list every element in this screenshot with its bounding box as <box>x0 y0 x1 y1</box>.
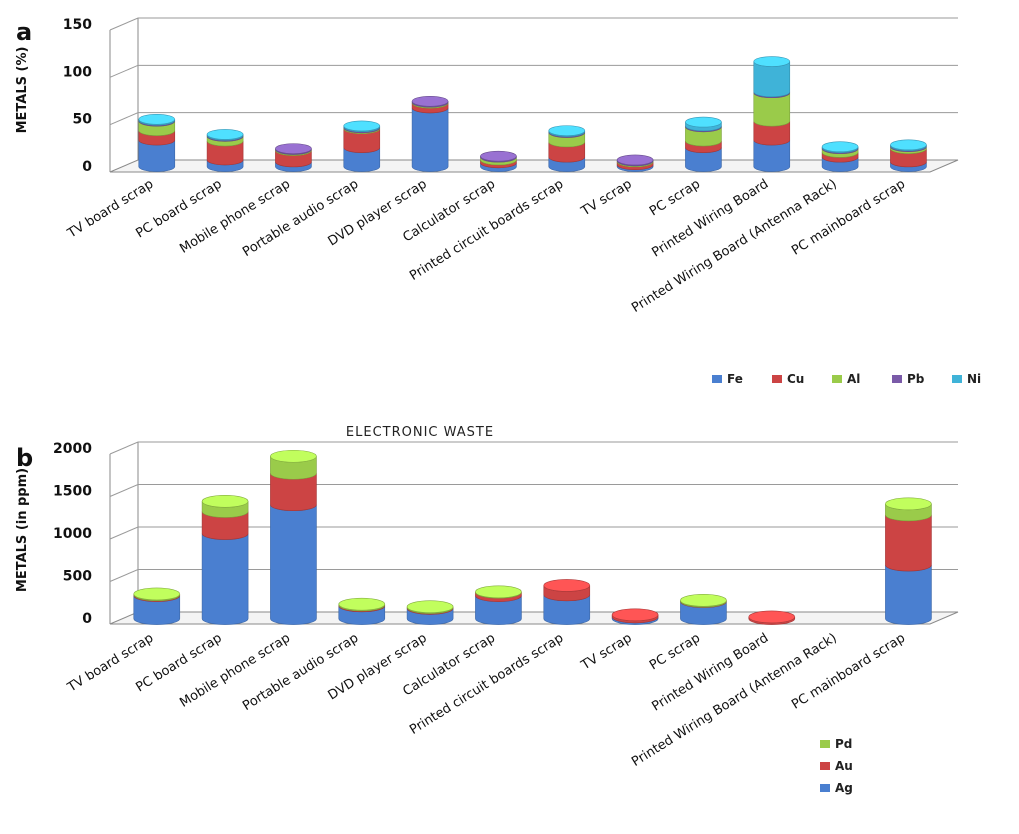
bar-top-cap <box>138 113 176 125</box>
bar-segment-fe <box>411 107 449 172</box>
legend-swatch <box>892 375 902 383</box>
chart-floor <box>109 611 959 625</box>
bar-top-cap <box>406 600 454 614</box>
y-tick-label: 0 <box>82 159 92 175</box>
panel-label-a: a <box>16 18 32 46</box>
legend-swatch <box>772 375 782 383</box>
gridline <box>109 441 958 455</box>
bar-top-cap <box>133 587 181 601</box>
y-axis-label-a: METALS (%) <box>15 47 30 134</box>
gridline <box>109 526 958 540</box>
x-tick-label: Mobile phone scrap <box>177 631 293 711</box>
legend-swatch <box>820 762 830 770</box>
legend-swatch <box>820 784 830 792</box>
bar-top-cap <box>890 139 927 151</box>
x-tick-label: PC mainboard scrap <box>789 177 908 259</box>
chart-floor <box>109 159 959 173</box>
bar-top-cap <box>680 594 727 607</box>
bar-top-cap <box>616 154 654 166</box>
bar-top-cap <box>821 141 859 153</box>
x-tick-label: Mobile phone scrap <box>177 177 293 257</box>
bar-top-cap <box>543 579 591 592</box>
gridline <box>109 17 958 31</box>
bar-top-cap <box>480 150 517 162</box>
x-tick-label: PC mainboard scrap <box>789 631 908 713</box>
legend-label: Cu <box>787 372 804 386</box>
bar-top-cap <box>685 116 722 128</box>
legend-label: Al <box>847 372 860 386</box>
gridline <box>109 64 958 78</box>
y-tick-label: 150 <box>63 17 92 33</box>
panel-label-b: b <box>16 444 33 472</box>
gridline <box>109 112 958 126</box>
x-tick-label: Portable audio scrap <box>240 631 361 714</box>
bar-top-cap <box>343 120 381 132</box>
legend-swatch <box>952 375 962 383</box>
bar-top-cap <box>885 497 932 511</box>
bar-segment-ag <box>201 533 249 625</box>
y-tick-label: 1500 <box>53 484 92 500</box>
x-tick-label: Printed Wiring Board <box>649 177 771 261</box>
legend-label: Pd <box>835 737 852 751</box>
bar-top-cap <box>338 597 386 611</box>
bar-top-cap <box>201 494 249 508</box>
bar-segment-au <box>885 514 932 572</box>
legend-label: Ag <box>835 781 853 795</box>
legend-label: Fe <box>727 372 743 386</box>
legend-label: Au <box>835 759 853 773</box>
legend-label: Pb <box>907 372 925 386</box>
x-tick-label: Printed Wiring Board <box>649 631 771 715</box>
x-tick-label: TV scrap <box>578 631 635 674</box>
gridline <box>109 569 958 582</box>
legend-swatch <box>832 375 842 383</box>
x-tick-label: Portable audio scrap <box>240 177 361 260</box>
bar-segment-ag <box>885 564 932 625</box>
bar-top-cap <box>548 125 586 136</box>
bar-top-cap <box>206 129 244 140</box>
chart-panel-a: a METALS (%) ELECTRONIC WASTE 0 50 100 150 T… <box>15 17 981 440</box>
legend-swatch <box>712 375 722 383</box>
x-axis-label-a: ELECTRONIC WASTE <box>346 425 494 440</box>
legend-swatch <box>820 740 830 748</box>
bar-top-cap <box>748 610 796 624</box>
bar-segment-ag <box>270 504 317 625</box>
y-tick-label: 1000 <box>53 526 92 542</box>
bar-top-cap <box>411 95 449 107</box>
y-tick-label: 0 <box>82 611 92 627</box>
bar-top-cap <box>611 608 659 622</box>
legend-label: Ni <box>967 372 981 386</box>
bar-top-cap <box>275 143 312 154</box>
x-tick-label: PC scrap <box>647 177 703 220</box>
x-tick-label: PC scrap <box>647 631 703 674</box>
y-tick-label: 2000 <box>53 441 92 457</box>
bar-top-cap <box>475 585 522 599</box>
y-tick-label: 100 <box>63 64 92 80</box>
x-tick-label: TV scrap <box>578 177 635 220</box>
bar-top-cap <box>270 449 317 463</box>
y-tick-label: 50 <box>73 112 93 128</box>
bar-top-cap <box>753 56 791 67</box>
y-tick-label: 500 <box>63 569 92 585</box>
gridline <box>109 484 958 497</box>
y-axis-label-b: METALS (in ppm) <box>15 468 30 592</box>
